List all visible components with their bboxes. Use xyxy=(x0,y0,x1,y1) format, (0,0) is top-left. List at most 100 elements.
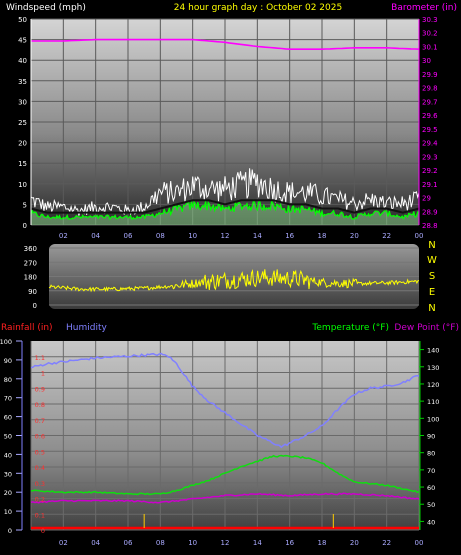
humidity-y-tick-label: 0 xyxy=(8,527,12,535)
wind-y-tick-label: 45 xyxy=(18,37,27,45)
baro-y-tick-label: 29.4 xyxy=(422,140,438,148)
wind-y-tick-label: 25 xyxy=(18,119,27,127)
temp-x-tick-label: 10 xyxy=(188,539,197,547)
humidity-title: Humidity xyxy=(66,323,107,333)
wind-x-tick-label: 22 xyxy=(382,232,391,240)
dir-y-tick-label: 0 xyxy=(33,302,37,310)
humidity-y-tick-label: 20 xyxy=(4,489,12,497)
rain-y-tick-label: 0.4 xyxy=(35,464,45,472)
temp-x-tick-label: 02 xyxy=(59,539,68,547)
humidity-y-tick-label: 90 xyxy=(4,357,12,365)
temp-y-tick-label: 120 xyxy=(427,381,439,389)
baro-y-tick-label: 30.3 xyxy=(422,16,438,24)
temp-y-tick-label: 70 xyxy=(427,467,435,475)
rain-y-tick-label: 1 xyxy=(41,370,45,378)
dir-y-tick-label: 90 xyxy=(28,288,37,296)
wind-x-tick-label: 12 xyxy=(221,232,230,240)
direction-series xyxy=(48,269,420,293)
wind-x-tick-label: 02 xyxy=(59,232,68,240)
temp-x-tick-label: 08 xyxy=(156,539,165,547)
temp-x-tick-label: 12 xyxy=(221,539,230,547)
humidity-y-tick-label: 80 xyxy=(4,376,12,384)
temp-x-tick-label: 00 xyxy=(415,539,424,547)
temp-x-tick-label: 06 xyxy=(124,539,133,547)
barometer-series xyxy=(31,38,420,51)
temperature-series xyxy=(30,454,420,496)
wind-x-tick-label: 10 xyxy=(188,232,197,240)
baro-y-tick-label: 30.2 xyxy=(422,30,438,38)
wind-y-tick-label: 40 xyxy=(18,57,27,65)
wind-y-tick-label: 20 xyxy=(18,140,27,148)
temp-y-tick-label: 50 xyxy=(427,501,435,509)
wind-x-tick-label: 06 xyxy=(124,232,133,240)
temp-y-tick-label: 60 xyxy=(427,484,435,492)
dewpoint-series xyxy=(30,492,420,504)
temp-y-tick-label: 110 xyxy=(427,398,439,406)
temp-y-tick-label: 80 xyxy=(427,450,435,458)
humidity-y-tick-label: 30 xyxy=(4,470,12,478)
baro-y-tick-label: 29.2 xyxy=(422,167,438,175)
baro-y-tick-label: 29.6 xyxy=(422,112,438,120)
wind-x-tick-label: 18 xyxy=(318,232,327,240)
rain-y-tick-label: 0.1 xyxy=(35,511,45,519)
wind-smoothed-series xyxy=(30,199,420,214)
rain-y-tick-label: 0.6 xyxy=(35,433,45,441)
wind-title: Windspeed (mph) xyxy=(6,3,86,13)
dir-y-tick-label: 180 xyxy=(24,274,37,282)
wind-y-tick-label: 0 xyxy=(23,222,27,230)
dir-y-tick-label: 270 xyxy=(24,259,37,267)
wind-x-tick-label: 00 xyxy=(415,232,424,240)
temp-x-tick-label: 04 xyxy=(91,539,100,547)
temp-y-tick-label: 100 xyxy=(427,415,439,423)
rain-y-tick-label: 0.9 xyxy=(35,385,45,393)
humidity-y-tick-label: 10 xyxy=(4,508,12,516)
temp-title: Temperature (°F) xyxy=(311,323,389,333)
baro-y-tick-label: 29 xyxy=(422,195,431,203)
wind-x-tick-label: 16 xyxy=(285,232,294,240)
wind-y-tick-label: 50 xyxy=(18,16,27,24)
rain-y-tick-label: 0.8 xyxy=(35,401,45,409)
wind-y-tick-label: 15 xyxy=(18,160,27,168)
dir-compass-label: E xyxy=(429,287,435,298)
rain-y-tick-label: 1.1 xyxy=(35,354,45,362)
wind-x-tick-label: 04 xyxy=(91,232,100,240)
wind-average-series xyxy=(30,198,420,221)
baro-y-tick-label: 29.9 xyxy=(422,71,438,79)
baro-title: Barometer (in) xyxy=(391,3,457,13)
humidity-y-tick-label: 100 xyxy=(0,338,12,346)
wind-gust-series xyxy=(30,168,420,216)
baro-y-tick-label: 30 xyxy=(422,57,431,65)
rain-y-tick-label: 0.2 xyxy=(35,496,45,504)
baro-y-tick-label: 29.8 xyxy=(422,85,438,93)
dew-title: Dew Point (°F) xyxy=(394,323,459,333)
rain-y-tick-label: 0.7 xyxy=(35,417,45,425)
temp-y-tick-label: 40 xyxy=(427,518,435,526)
dir-compass-label: S xyxy=(429,271,435,282)
baro-y-tick-label: 29.3 xyxy=(422,153,438,161)
humidity-series xyxy=(30,352,420,449)
temp-x-tick-label: 22 xyxy=(382,539,391,547)
baro-y-tick-label: 28.9 xyxy=(422,208,438,216)
temp-x-tick-label: 14 xyxy=(253,539,262,547)
dir-compass-label: N xyxy=(428,303,435,314)
baro-y-tick-label: 30.1 xyxy=(422,43,438,51)
rain-title: Rainfall (in) xyxy=(1,323,53,333)
temp-x-tick-label: 16 xyxy=(285,539,294,547)
baro-y-tick-label: 29.5 xyxy=(422,126,438,134)
dir-compass-label: W xyxy=(427,255,437,266)
rain-y-tick-label: 0.5 xyxy=(35,448,45,456)
wind-x-tick-label: 08 xyxy=(156,232,165,240)
wind-y-tick-label: 35 xyxy=(18,78,27,86)
humidity-y-tick-label: 60 xyxy=(4,414,12,422)
wind-y-tick-label: 30 xyxy=(18,98,27,106)
rain-y-tick-label: 0 xyxy=(41,527,45,535)
baro-y-tick-label: 29.7 xyxy=(422,98,438,106)
humidity-y-tick-label: 40 xyxy=(4,451,12,459)
wind-average-area xyxy=(31,200,419,225)
wind-y-tick-label: 10 xyxy=(18,181,27,189)
temp-y-tick-label: 140 xyxy=(427,347,439,355)
humidity-y-tick-label: 70 xyxy=(4,395,12,403)
temp-y-tick-label: 90 xyxy=(427,433,435,441)
